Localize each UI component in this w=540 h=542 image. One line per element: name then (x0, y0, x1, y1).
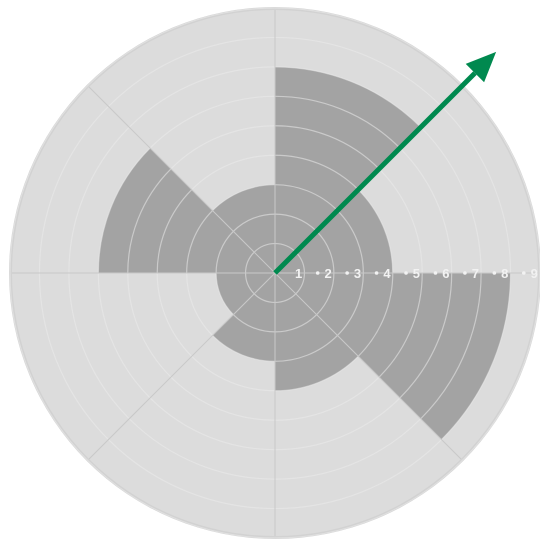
tick-label-6: 6 (442, 266, 449, 281)
tick-dot-2 (315, 271, 320, 275)
tick-dot-5 (404, 271, 408, 275)
ring-9 (9, 7, 540, 539)
radial-tick-labels: 1 2 3 4 5 6 7 8 9 (295, 266, 538, 281)
sector-group (98, 66, 511, 440)
tick-dot-8 (492, 271, 497, 275)
tick-label-9: 9 (531, 266, 538, 281)
sector-se-s (275, 273, 359, 391)
tick-dot-9 (522, 271, 526, 275)
tick-dot-6 (433, 271, 438, 275)
sector-ne-e (275, 189, 393, 273)
sector-w-nw (98, 148, 275, 273)
tick-label-8: 8 (501, 266, 508, 281)
sector-nw-n (212, 184, 275, 273)
tick-dot-7 (463, 271, 467, 275)
tick-label-2: 2 (324, 266, 331, 281)
spoke-3 (274, 272, 462, 460)
tick-label-3: 3 (354, 266, 361, 281)
sector-e-se (275, 273, 511, 440)
tick-label-7: 7 (472, 266, 479, 281)
sector-s-sw (212, 273, 275, 362)
sector-sw-w (216, 273, 275, 315)
direction-arrow (273, 51, 497, 275)
arrow-shaft (273, 71, 477, 275)
tick-dot-4 (374, 271, 379, 275)
tick-label-4: 4 (383, 266, 391, 281)
sector-n-ne (275, 66, 421, 273)
spoke-5 (88, 272, 276, 460)
tick-dot-3 (345, 271, 349, 275)
arrow-head (465, 51, 497, 83)
tick-label-5: 5 (413, 266, 420, 281)
tick-label-1: 1 (295, 266, 302, 281)
spoke-7 (88, 86, 276, 274)
